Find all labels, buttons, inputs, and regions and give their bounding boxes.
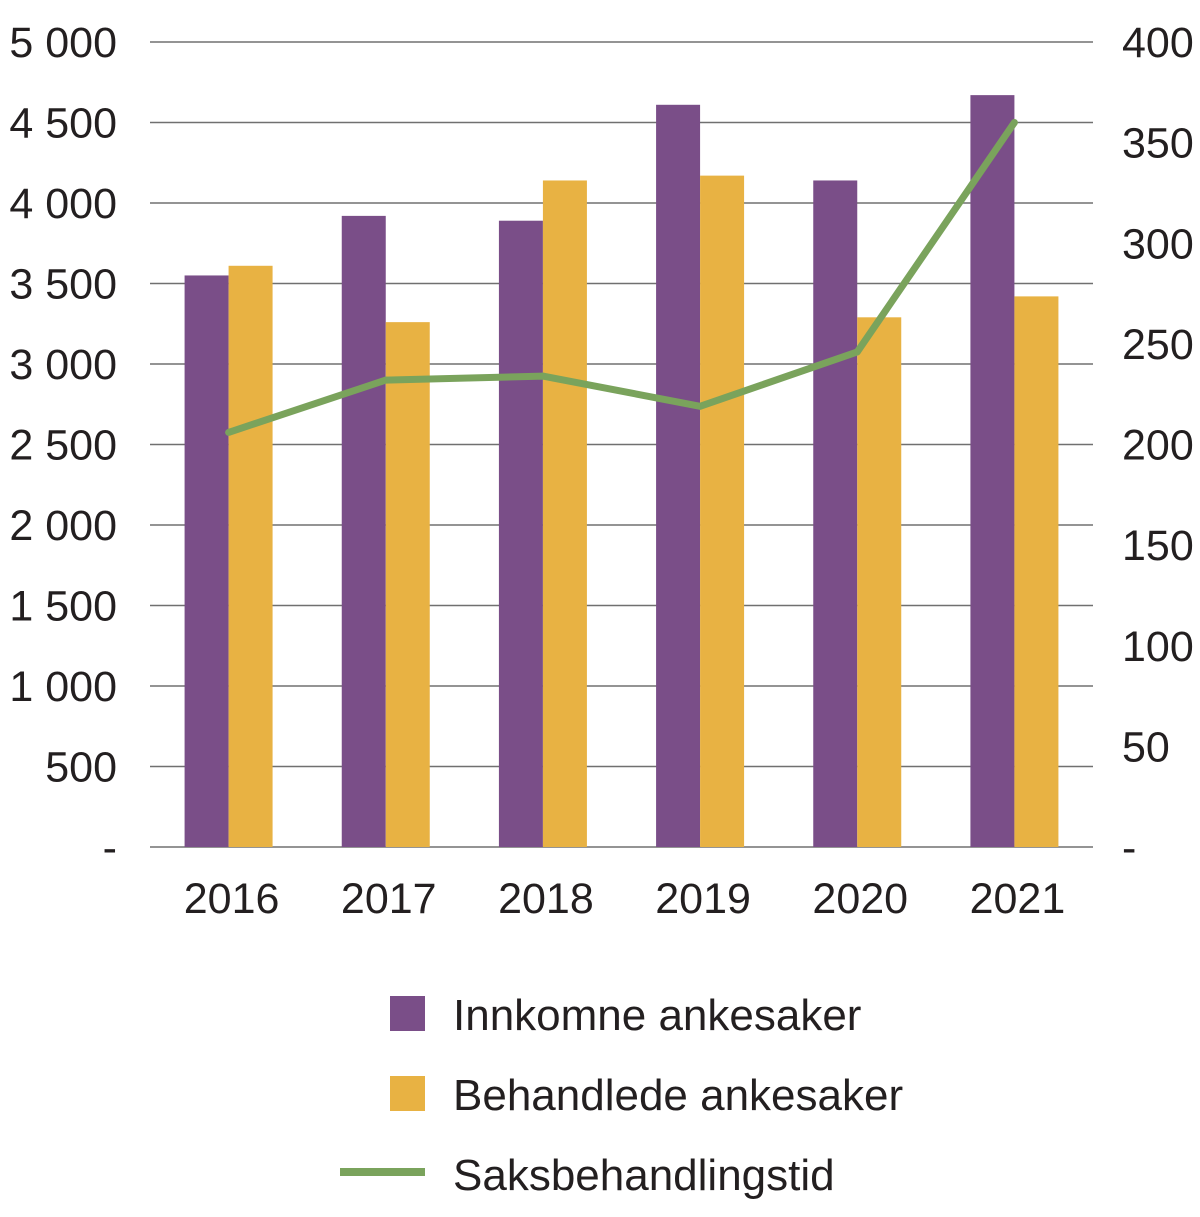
right-axis-tick-label: 250: [1122, 321, 1194, 369]
x-axis-tick-label: 2019: [655, 875, 751, 923]
right-axis-tick-label: 300: [1122, 220, 1194, 268]
x-axis-tick-label: 2020: [812, 875, 908, 923]
bars: [184, 95, 1059, 848]
bar-innkomne-ankesaker-2019: [656, 104, 701, 848]
gridlines: [150, 41, 1093, 848]
left-axis-tick-label: -: [103, 824, 117, 872]
left-axis-tick-label: 5 000: [9, 19, 117, 67]
right-axis-tick-label: 350: [1122, 120, 1194, 168]
line-series: [225, 119, 1018, 436]
legend: Innkomne ankesaker Behandlede ankesaker …: [340, 991, 903, 1200]
line-point-saksbehandlingstid-2021: [1010, 119, 1018, 126]
left-axis-tick-label: 1 500: [9, 583, 117, 631]
line-point-saksbehandlingstid-2018: [539, 372, 547, 380]
right-axis-tick-label: 150: [1122, 522, 1194, 570]
x-axis-tick-label: 2017: [341, 875, 437, 923]
legend-item-behandlede-ankesaker: Behandlede ankesaker: [390, 1071, 903, 1120]
bar-innkomne-ankesaker-2020: [813, 180, 858, 847]
line-point-saksbehandlingstid-2020: [853, 348, 861, 356]
left-axis-tick-label: 2 000: [9, 502, 117, 550]
legend-label: Saksbehandlingstid: [453, 1151, 835, 1200]
bar-behandlede-ankesaker-2019: [700, 175, 745, 847]
legend-swatch-behandlede-ankesaker: [390, 1076, 425, 1111]
x-axis-tick-label: 2016: [184, 875, 280, 923]
bar-behandlede-ankesaker-2018: [542, 180, 587, 847]
right-axis-tick-label: 200: [1122, 422, 1194, 470]
bar-behandlede-ankesaker-2017: [385, 322, 430, 847]
left-axis-tick-label: 3 000: [9, 341, 117, 389]
axis-labels: - 500 1 000 1 500 2 000 2 500 3 000 3 500 4 000 4…: [9, 19, 1193, 923]
line-point-saksbehandlingstid-2019: [696, 402, 704, 410]
bar-behandlede-ankesaker-2016: [228, 265, 273, 847]
bar-innkomne-ankesaker-2018: [498, 220, 543, 847]
legend-item-saksbehandlingstid: Saksbehandlingstid: [340, 1151, 835, 1200]
bar-innkomne-ankesaker-2017: [341, 215, 386, 847]
right-axis-tick-label: 100: [1122, 623, 1194, 671]
bar-behandlede-ankesaker-2020: [857, 317, 902, 847]
line-saksbehandlingstid: [227, 120, 1018, 436]
left-axis-tick-label: 2 500: [9, 422, 117, 470]
x-axis-tick-label: 2021: [970, 875, 1066, 923]
line-point-saksbehandlingstid-2017: [382, 376, 390, 384]
legend-label: Innkomne ankesaker: [453, 991, 861, 1040]
legend-swatch-innkomne-ankesaker: [390, 996, 425, 1031]
line-point-saksbehandlingstid-2016: [225, 428, 233, 436]
right-axis-tick-label: -: [1122, 824, 1136, 872]
left-axis-tick-label: 1 000: [9, 663, 117, 711]
bar-behandlede-ankesaker-2021: [1014, 296, 1059, 847]
bar-innkomne-ankesaker-2016: [184, 275, 229, 847]
legend-label: Behandlede ankesaker: [453, 1071, 903, 1120]
right-axis-tick-label: 50: [1122, 723, 1170, 771]
left-axis-tick-label: 4 500: [9, 100, 117, 148]
bar-innkomne-ankesaker-2021: [970, 95, 1015, 847]
left-axis-tick-label: 3 500: [9, 261, 117, 309]
left-axis-tick-label: 4 000: [9, 180, 117, 228]
right-axis-tick-label: 400: [1122, 19, 1194, 67]
legend-item-innkomne-ankesaker: Innkomne ankesaker: [390, 991, 861, 1040]
left-axis-tick-label: 500: [45, 744, 117, 792]
x-axis-tick-label: 2018: [498, 875, 594, 923]
